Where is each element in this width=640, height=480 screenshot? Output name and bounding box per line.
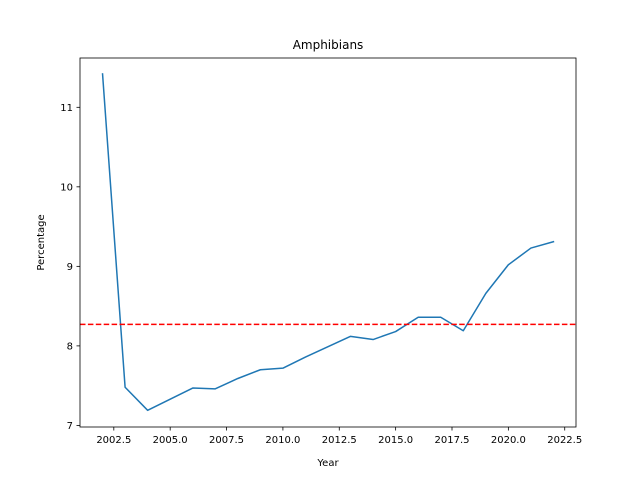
- y-axis: 7 8 9 10 11: [60, 103, 80, 432]
- x-axis-label: Year: [316, 458, 339, 469]
- x-tick-label: 2017.5: [435, 435, 470, 446]
- y-tick-label: 11: [60, 103, 73, 114]
- x-tick-label: 2020.0: [491, 435, 526, 446]
- x-tick-label: 2002.5: [96, 435, 131, 446]
- y-tick-label: 9: [67, 262, 73, 273]
- plot-area: [80, 58, 576, 427]
- series-line-0: [101, 73, 555, 412]
- y-axis-label: Percentage: [36, 214, 47, 270]
- x-axis: 2002.5 2005.0 2007.5 2010.0 2012.5 2015.0 2017…: [96, 427, 582, 446]
- y-tick-label: 10: [60, 182, 73, 193]
- x-tick-label: 2012.5: [322, 435, 357, 446]
- y-tick-label: 7: [67, 421, 73, 432]
- x-tick-label: 2015.0: [378, 435, 413, 446]
- x-tick-label: 2007.5: [209, 435, 244, 446]
- chart-marks: [80, 73, 576, 412]
- chart-title: Amphibians: [293, 38, 364, 52]
- x-tick-label: 2022.5: [547, 435, 582, 446]
- plot-frame: [79, 57, 577, 428]
- x-tick-label: 2010.0: [265, 435, 300, 446]
- y-tick-label: 8: [67, 341, 73, 352]
- x-tick-label: 2005.0: [153, 435, 188, 446]
